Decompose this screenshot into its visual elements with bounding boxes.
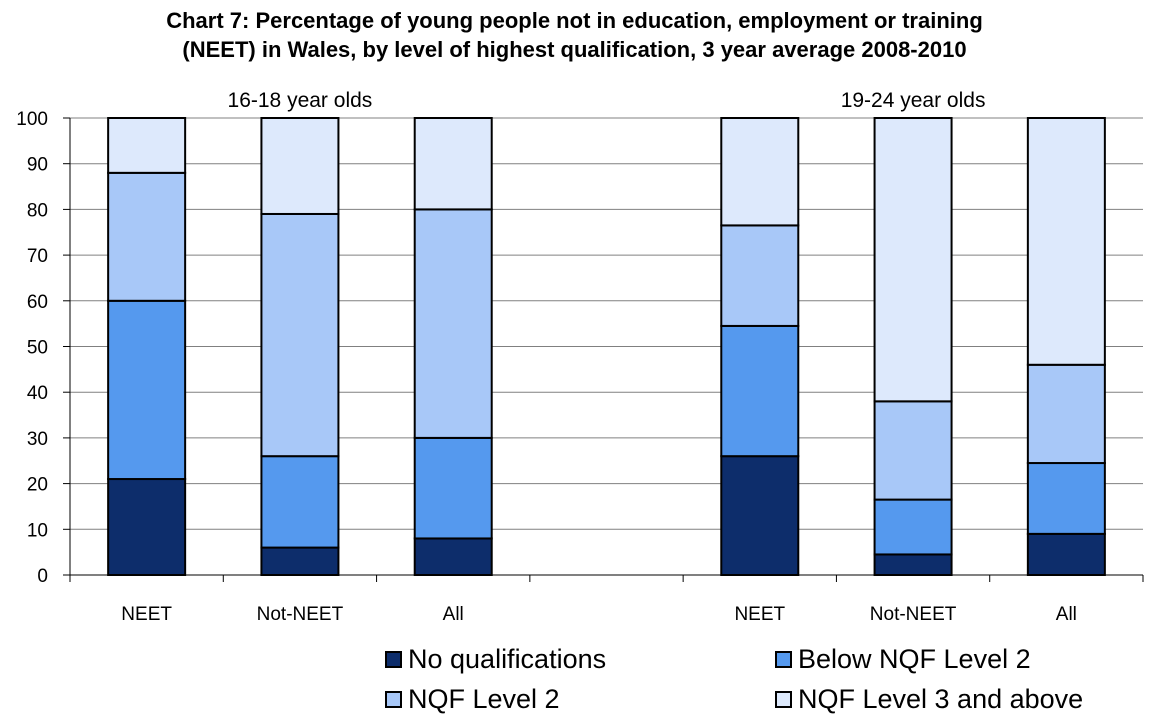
bar-segment-below-nqf-level-2	[260, 455, 340, 549]
chart-title-line-1: Chart 7: Percentage of young people not …	[166, 8, 983, 33]
bar-segment-nqf-level-3-and-above	[1026, 117, 1106, 366]
bar-stacks	[107, 117, 1106, 577]
chart-plot: 0 10 20 30 40 50 60 70 80 90 100 NEET Not-NEET All NEE…	[16, 89, 1144, 625]
gridlines	[70, 117, 1143, 530]
bar-segment-nqf-level-2	[873, 400, 953, 501]
legend-swatch	[385, 691, 402, 708]
axes	[63, 117, 1144, 582]
bar-segment-below-nqf-level-2	[107, 299, 187, 481]
bar-segment-no-qualifications	[260, 546, 340, 577]
x-category-label: Not-NEET	[870, 604, 957, 625]
bar-segment-no-qualifications	[720, 455, 800, 576]
y-tick-label: 70	[27, 246, 48, 267]
bar-segment-nqf-level-3-and-above	[107, 117, 187, 174]
legend: No qualifications Below NQF Level 2 NQF Le…	[385, 640, 1145, 718]
y-tick-label: 80	[27, 200, 48, 221]
y-tick-label: 0	[37, 566, 48, 587]
bar-segment-nqf-level-2	[260, 212, 340, 458]
legend-item: No qualifications	[385, 644, 606, 675]
legend-label: NQF Level 2	[408, 684, 560, 714]
y-tick-label: 30	[27, 429, 48, 450]
bar-segment-nqf-level-2	[413, 208, 493, 439]
y-tick-label: 100	[16, 109, 48, 130]
axis-labels: 0 10 20 30 40 50 60 70 80 90 100 NEET Not-NEET All NEE…	[16, 89, 1077, 625]
y-tick-label: 40	[27, 383, 48, 404]
legend-label: NQF Level 3 and above	[798, 684, 1084, 714]
bar-segment-nqf-level-3-and-above	[720, 117, 800, 227]
bar-segment-nqf-level-3-and-above	[260, 117, 340, 215]
legend-label: Below NQF Level 2	[798, 644, 1031, 674]
y-tick-label: 50	[27, 338, 48, 359]
legend-swatch	[775, 651, 792, 668]
x-category-label: NEET	[734, 604, 785, 625]
x-category-label: All	[1056, 604, 1077, 625]
legend-item: NQF Level 3 and above	[775, 684, 1083, 715]
bar-segment-below-nqf-level-2	[413, 436, 493, 540]
bar-segment-no-qualifications	[1026, 532, 1106, 576]
bar-segment-no-qualifications	[413, 537, 493, 577]
chart-title-line-2: (NEET) in Wales, by level of highest qua…	[182, 37, 967, 62]
legend-swatch	[385, 651, 402, 668]
bar-segment-nqf-level-2	[107, 171, 187, 302]
legend-label: No qualifications	[408, 644, 607, 674]
bar-segment-nqf-level-2	[1026, 363, 1106, 465]
x-category-label: NEET	[121, 604, 172, 625]
y-tick-label: 20	[27, 475, 48, 496]
legend-item: Below NQF Level 2	[775, 644, 1031, 675]
group-label: 16-18 year olds	[228, 89, 373, 112]
chart-title: Chart 7: Percentage of young people not …	[0, 6, 1149, 64]
group-label: 19-24 year olds	[841, 89, 986, 112]
y-tick-label: 60	[27, 292, 48, 313]
bar-segment-no-qualifications	[873, 553, 953, 576]
y-tick-label: 10	[27, 520, 48, 541]
x-category-label: All	[443, 604, 464, 625]
bar-segment-below-nqf-level-2	[1026, 462, 1106, 535]
legend-item: NQF Level 2	[385, 684, 560, 715]
x-category-label: Not-NEET	[257, 604, 344, 625]
bar-segment-below-nqf-level-2	[720, 324, 800, 458]
bar-segment-no-qualifications	[107, 478, 187, 576]
bar-segment-nqf-level-2	[720, 224, 800, 327]
y-tick-label: 90	[27, 155, 48, 176]
bar-segment-nqf-level-3-and-above	[873, 117, 953, 403]
legend-swatch	[775, 691, 792, 708]
bar-segment-below-nqf-level-2	[873, 498, 953, 556]
bar-segment-nqf-level-3-and-above	[413, 117, 493, 211]
